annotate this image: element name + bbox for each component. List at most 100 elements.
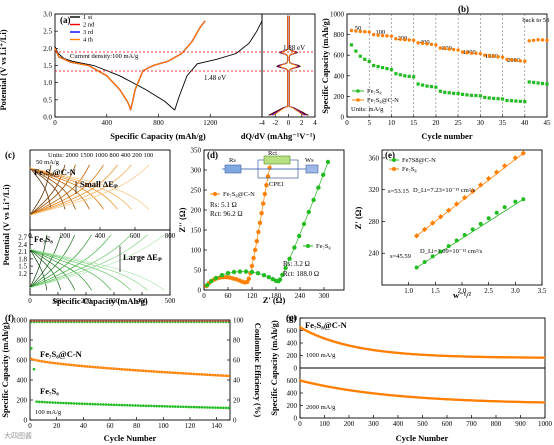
data-point-fe7s8-cn	[414, 265, 419, 270]
data-point-fe7s8	[150, 404, 153, 408]
data-point-fe7s8	[412, 75, 416, 79]
data-point-fe7s8	[231, 269, 237, 275]
panel-d-cn-rct: Rct: 96.2 Ω	[210, 210, 243, 218]
data-point-1000mag	[490, 355, 493, 359]
data-point-2000mag	[410, 395, 413, 399]
data-point-fe7s8	[509, 99, 514, 103]
data-point-1000mag	[473, 355, 476, 358]
data-point-fe7s8	[91, 402, 94, 406]
data-point-2000mag	[408, 395, 411, 398]
data-point-2000mag	[379, 393, 383, 396]
data-point-2000mag	[413, 396, 416, 399]
data-point-fe7s8	[67, 401, 70, 405]
data-point-1000mag	[522, 356, 525, 359]
data-point-2000mag	[430, 397, 433, 400]
data-point-fe7s8	[460, 92, 465, 96]
data-point-1000mag	[343, 343, 346, 346]
data-point-ce2	[99, 319, 102, 323]
data-point-1000mag	[301, 327, 304, 330]
data-point-fe7s8-cn	[462, 232, 467, 237]
d-x-tick-label: 0	[202, 292, 206, 300]
data-point-fe7s8-cn	[491, 54, 496, 58]
g-bottom-y-tick-label: 600	[287, 377, 298, 385]
data-point-2000mag	[333, 386, 336, 389]
data-point-fe7s8-cn	[460, 50, 465, 54]
data-point-1000mag	[503, 356, 506, 359]
data-point-2000mag	[460, 398, 464, 402]
data-point-fe7s8-cn	[32, 358, 36, 361]
panel-a-legend: 1 st2 nd3 rd4 th	[70, 14, 95, 44]
c-bottom-charge	[29, 234, 76, 289]
data-point-1000mag	[299, 326, 302, 329]
data-point-2000mag	[465, 399, 468, 402]
panel-a-plateau-2: 1.88 eV	[283, 44, 305, 52]
panel-c: (c) Potential (V vs Li⁺/Li) Specific Cap…	[1, 149, 176, 306]
b-x-tick-label: 35	[499, 119, 507, 127]
data-point-2000mag	[484, 399, 487, 403]
legend-marker	[392, 167, 396, 171]
data-point-fe7s8-cn	[59, 362, 62, 366]
data-point-1000mag	[451, 355, 454, 358]
g-x-tick-label: 1000	[538, 420, 553, 428]
data-point-fe7s8	[78, 402, 81, 405]
data-point-fe7s8	[487, 96, 491, 100]
data-point-1000mag	[368, 348, 372, 351]
data-point-ce2	[214, 319, 217, 323]
g-x-tick-label: 100	[319, 420, 330, 428]
series-4-dqdv	[273, 15, 289, 116]
data-point-ce2	[32, 319, 36, 323]
data-point-fe7s8-cn	[518, 59, 523, 63]
data-point-2000mag	[514, 400, 517, 403]
panel-d-plot-frame	[203, 149, 345, 291]
data-point-2000mag	[503, 400, 506, 403]
c-top-charge	[29, 164, 76, 216]
data-point-fe7s8	[389, 68, 394, 72]
data-point-fe7s8	[198, 405, 201, 409]
data-point-fe7s8-cn	[120, 368, 124, 371]
data-point-fe7s8	[206, 406, 209, 409]
data-point-1000mag	[378, 349, 381, 353]
data-point-fe7s8-cn	[30, 357, 33, 361]
data-point-ce2	[75, 319, 78, 323]
data-point-2000mag	[346, 388, 350, 392]
data-point-fe7s8-cn	[494, 210, 499, 215]
data-point-1000mag	[359, 346, 362, 349]
data-point-fe7s8-cn	[429, 42, 434, 47]
data-point-fe7s8	[86, 402, 89, 406]
data-point-ce2	[123, 319, 126, 323]
data-point-fe7s8	[349, 43, 354, 47]
b-x-tick-label: 45	[544, 119, 552, 127]
data-point-1000mag	[351, 345, 355, 348]
c-top-discharge	[29, 167, 52, 210]
data-point-fe7s8-cn	[358, 29, 363, 34]
data-point-1000mag	[372, 348, 375, 352]
rate-label: 100	[375, 29, 385, 36]
b-x-tick-label: 40	[521, 119, 529, 127]
data-point-1000mag	[526, 356, 530, 359]
data-point-2000mag	[417, 396, 421, 399]
panel-g-title: Fe₇S₈@C-N	[305, 320, 348, 330]
data-point-fe7s8	[38, 400, 41, 404]
data-point-2000mag	[480, 399, 483, 402]
data-point-1000mag	[413, 353, 416, 356]
data-point-fe7s8-cn	[166, 371, 169, 374]
a-x-tick-label: 800	[153, 119, 164, 127]
data-point-ce2	[91, 319, 94, 323]
data-point-1000mag	[465, 355, 468, 358]
data-point-2000mag	[384, 393, 388, 396]
data-point-2000mag	[349, 389, 352, 392]
rate-label: 50	[355, 25, 362, 32]
data-point-1000mag	[539, 356, 542, 359]
data-point-1000mag	[485, 355, 488, 359]
data-point-fe7s8	[358, 54, 362, 58]
data-point-fe7s8	[30, 347, 33, 350]
panel-g-points	[299, 326, 546, 404]
data-point-2000mag	[513, 400, 516, 403]
data-point-1000mag	[323, 337, 326, 340]
data-point-fe7s8	[182, 405, 185, 409]
c-bottom-x-tick-label: 300	[109, 297, 120, 305]
data-point-fe7s8-cn	[128, 368, 132, 372]
data-point-fe7s8	[195, 405, 198, 409]
g-top-y-tick-label: 0	[294, 365, 298, 373]
data-point-fe7s8	[139, 404, 142, 407]
